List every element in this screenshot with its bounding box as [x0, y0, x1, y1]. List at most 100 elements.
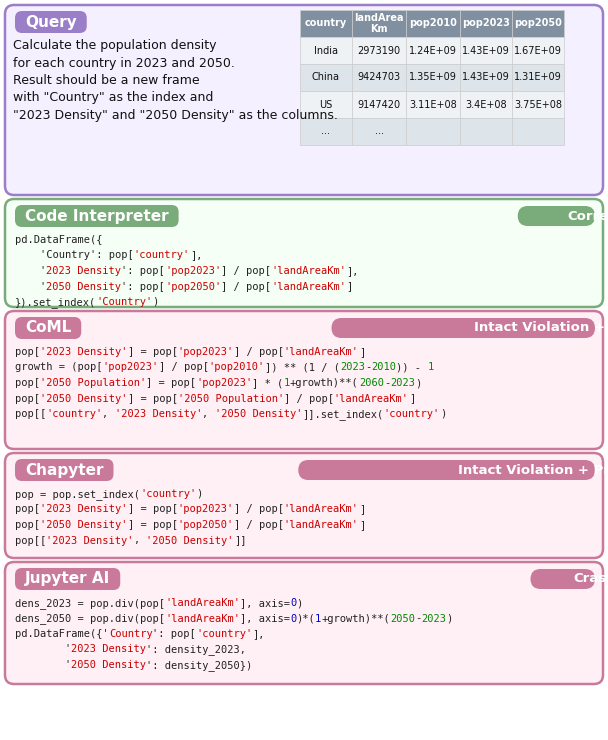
Text: ] / pop[: ] / pop[: [233, 505, 284, 514]
FancyBboxPatch shape: [300, 118, 352, 145]
FancyBboxPatch shape: [406, 91, 460, 118]
Text: CoML: CoML: [25, 320, 71, 335]
Text: US: US: [319, 99, 333, 110]
Text: pd.DataFrame({': pd.DataFrame({': [15, 629, 109, 639]
Text: 2050 Density: 2050 Density: [71, 660, 147, 670]
Text: 1: 1: [427, 363, 434, 372]
Text: 1.67E+09: 1.67E+09: [514, 45, 562, 56]
Text: 'Country': pop[: 'Country': pop[: [15, 251, 134, 260]
Text: pop = pop.set_index(: pop = pop.set_index(: [15, 489, 140, 500]
FancyBboxPatch shape: [406, 64, 460, 91]
FancyBboxPatch shape: [531, 569, 595, 589]
Text: '2050 Density': '2050 Density': [40, 520, 128, 530]
FancyBboxPatch shape: [512, 91, 564, 118]
FancyBboxPatch shape: [5, 311, 603, 449]
Text: 0: 0: [290, 598, 296, 608]
Text: pop[: pop[: [15, 378, 40, 388]
Text: Query: Query: [25, 15, 77, 30]
Text: 3.75E+08: 3.75E+08: [514, 99, 562, 110]
Text: pop2023: pop2023: [462, 18, 510, 29]
FancyBboxPatch shape: [5, 5, 603, 195]
Text: ': density_2023,: ': density_2023,: [147, 645, 246, 656]
FancyBboxPatch shape: [15, 568, 120, 590]
FancyBboxPatch shape: [512, 118, 564, 145]
Text: )) -: )) -: [396, 363, 427, 372]
Text: ': pop[: ': pop[: [153, 629, 196, 639]
Text: 1: 1: [284, 378, 290, 388]
FancyBboxPatch shape: [331, 318, 595, 338]
FancyBboxPatch shape: [15, 317, 81, 339]
Text: 'landAreaKm': 'landAreaKm': [284, 347, 359, 357]
Text: '2050 Density': '2050 Density': [147, 536, 233, 545]
Text: 'pop2010': 'pop2010': [209, 363, 265, 372]
Text: pop[[: pop[[: [15, 409, 46, 419]
Text: ): ): [196, 489, 202, 499]
Text: ': density_2050}): ': density_2050}): [147, 660, 252, 671]
Text: 1.43E+09: 1.43E+09: [462, 73, 510, 82]
FancyBboxPatch shape: [512, 10, 564, 37]
Text: pop2050: pop2050: [514, 18, 562, 29]
Text: ': ': [15, 281, 46, 292]
Text: pop[: pop[: [15, 505, 40, 514]
Text: ],: ],: [252, 629, 265, 639]
Text: ': ': [15, 266, 46, 276]
Text: China: China: [312, 73, 340, 82]
Text: Calculate the population density
for each country in 2023 and 2050.
Result shoul: Calculate the population density for eac…: [13, 39, 338, 122]
Text: Correct: Correct: [567, 209, 608, 223]
Text: India: India: [314, 45, 338, 56]
Text: '2050 Density': '2050 Density': [215, 409, 303, 419]
Text: ]: ]: [359, 520, 365, 530]
Text: pop[: pop[: [15, 347, 40, 357]
Text: growth = (pop[: growth = (pop[: [15, 363, 103, 372]
Text: Country: Country: [109, 629, 153, 639]
Text: ] / pop[: ] / pop[: [284, 394, 334, 403]
Text: 3.11E+08: 3.11E+08: [409, 99, 457, 110]
FancyBboxPatch shape: [406, 118, 460, 145]
FancyBboxPatch shape: [15, 459, 114, 481]
FancyBboxPatch shape: [460, 64, 512, 91]
Text: ] = pop[: ] = pop[: [147, 378, 196, 388]
Text: '2023 Density': '2023 Density': [40, 347, 128, 357]
Text: 2023 Density: 2023 Density: [46, 266, 121, 276]
Text: ): ): [296, 598, 303, 608]
Text: '2050 Population': '2050 Population': [40, 378, 147, 388]
Text: landArea
Km: landArea Km: [354, 13, 404, 34]
FancyBboxPatch shape: [5, 199, 603, 307]
Text: Intact Violation + Wrong Output: Intact Violation + Wrong Output: [474, 321, 608, 334]
FancyBboxPatch shape: [460, 118, 512, 145]
Text: '2023 Density': '2023 Density': [115, 409, 202, 419]
Text: country: country: [305, 18, 347, 29]
Text: Code Interpreter: Code Interpreter: [25, 209, 168, 223]
Text: ] * (: ] * (: [252, 378, 284, 388]
Text: Chapyter: Chapyter: [25, 462, 103, 477]
Text: ...: ...: [375, 127, 384, 136]
Text: Jupyter AI: Jupyter AI: [25, 571, 110, 587]
Text: 'landAreaKm': 'landAreaKm': [271, 281, 346, 292]
Text: 9424703: 9424703: [358, 73, 401, 82]
FancyBboxPatch shape: [406, 37, 460, 64]
Text: -: -: [415, 613, 421, 624]
FancyBboxPatch shape: [300, 64, 352, 91]
Text: ): ): [440, 409, 446, 419]
FancyBboxPatch shape: [352, 64, 406, 91]
Text: '2050 Density': '2050 Density': [40, 394, 128, 403]
Text: ] / pop[: ] / pop[: [221, 281, 271, 292]
Text: 1.43E+09: 1.43E+09: [462, 45, 510, 56]
Text: ...: ...: [322, 127, 331, 136]
Text: 'country': 'country': [134, 251, 190, 260]
Text: ,: ,: [103, 409, 115, 419]
Text: +growth)**(: +growth)**(: [321, 613, 390, 624]
Text: 'landAreaKm': 'landAreaKm': [271, 266, 346, 276]
FancyBboxPatch shape: [460, 91, 512, 118]
Text: 3.4E+08: 3.4E+08: [465, 99, 507, 110]
Text: ,: ,: [202, 409, 215, 419]
Text: )*(: )*(: [296, 613, 315, 624]
FancyBboxPatch shape: [15, 11, 87, 33]
Text: 2050: 2050: [390, 613, 415, 624]
Text: ] / pop[: ] / pop[: [233, 347, 284, 357]
FancyBboxPatch shape: [300, 91, 352, 118]
Text: ] / pop[: ] / pop[: [233, 520, 284, 530]
Text: ] / pop[: ] / pop[: [159, 363, 209, 372]
Text: ], axis=: ], axis=: [240, 598, 290, 608]
Text: 'pop2023': 'pop2023': [178, 505, 233, 514]
